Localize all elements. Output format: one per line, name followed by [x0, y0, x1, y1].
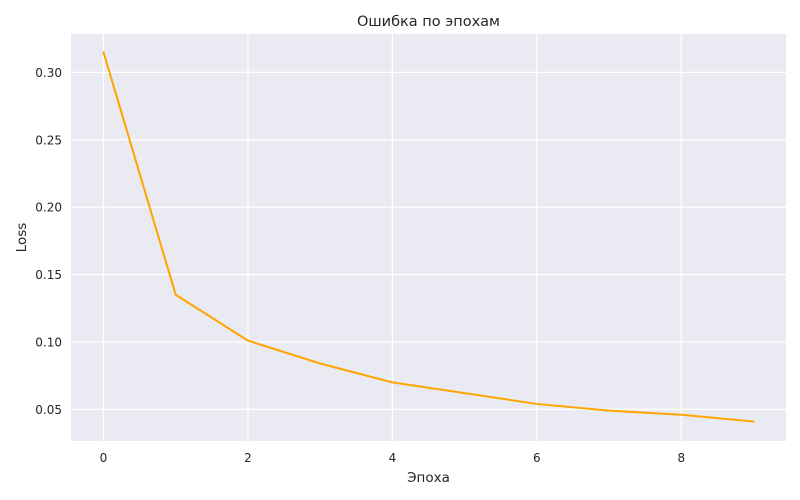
chart-title: Ошибка по эпохам — [357, 14, 500, 30]
x-axis-label: Эпоха — [407, 470, 450, 486]
y-tick-label: 0.05 — [35, 403, 62, 417]
x-tick-labels: 0 2 4 6 8 — [100, 451, 685, 465]
plot-area — [71, 34, 786, 441]
y-tick-label: 0.10 — [35, 335, 62, 349]
loss-series-line — [102, 51, 755, 423]
x-tick-label: 2 — [244, 451, 252, 465]
y-tick-label: 0.15 — [35, 268, 62, 282]
y-tick-label: 0.20 — [35, 201, 62, 215]
x-grid — [102, 34, 682, 441]
y-tick-label: 0.30 — [35, 66, 62, 80]
x-tick-label: 8 — [677, 451, 685, 465]
y-tick-label: 0.25 — [35, 133, 62, 147]
y-tick-labels: 0.05 0.10 0.15 0.20 0.25 0.30 — [35, 66, 62, 417]
y-grid — [71, 71, 786, 410]
x-tick-label: 0 — [100, 451, 108, 465]
x-tick-label: 4 — [389, 451, 397, 465]
y-axis-label: Loss — [14, 223, 30, 253]
x-tick-label: 6 — [533, 451, 541, 465]
